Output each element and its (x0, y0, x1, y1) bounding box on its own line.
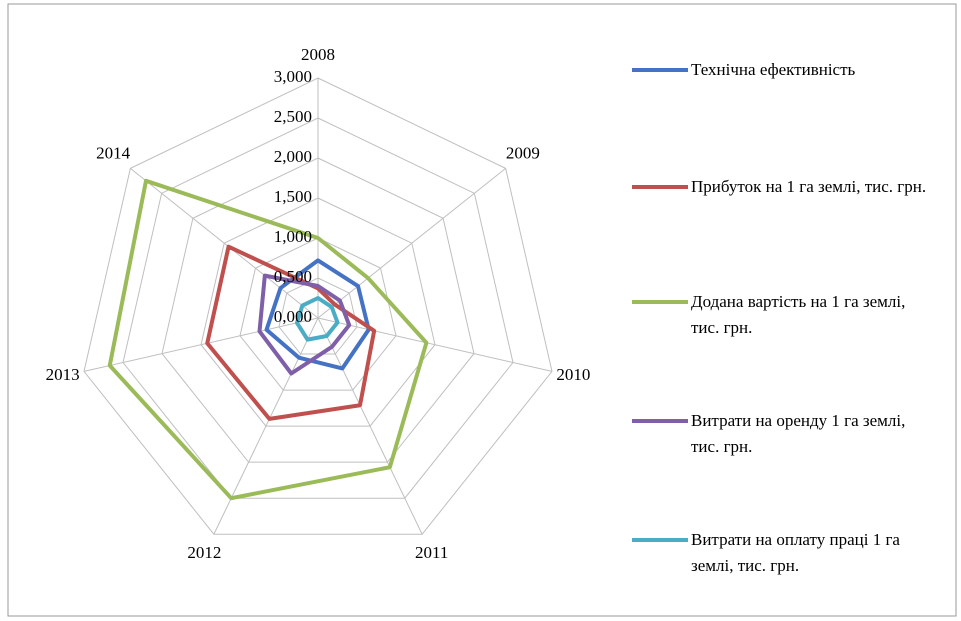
series-line (257, 273, 352, 376)
y-tick-label: 0,000 (274, 307, 312, 326)
category-label: 2009 (506, 144, 540, 163)
chart-frame (7, 3, 957, 617)
spoke (317, 317, 423, 535)
y-tick-label: 1,000 (274, 227, 312, 246)
legend-item: Прибуток на 1 га землі, тис. грн. (632, 174, 932, 200)
legend-swatch (632, 300, 688, 304)
legend-label: Технічна ефективність (691, 60, 856, 79)
legend-swatch (632, 68, 688, 72)
category-label: 2012 (187, 543, 221, 562)
y-tick-label: 1,500 (274, 187, 312, 206)
spoke (317, 317, 553, 372)
category-label: 2011 (415, 543, 448, 562)
grid-line (161, 157, 475, 463)
legend-label: Витрати на оплату праці 1 га землі, тис.… (691, 530, 900, 575)
legend-label: Прибуток на 1 га землі, тис. грн. (691, 177, 927, 196)
y-tick-label: 2,000 (274, 147, 312, 166)
category-label: 2013 (46, 365, 80, 384)
spoke (130, 167, 319, 319)
legend-item: Витрати на оренду 1 га землі, тис. грн. (632, 408, 932, 460)
grid-line (239, 237, 397, 391)
legend-item: Додана вартість на 1 га землі, тис. грн. (632, 289, 932, 341)
legend-item: Технічна ефективність (632, 57, 932, 83)
series-line (294, 296, 340, 342)
grid-line (122, 117, 514, 499)
y-tick-label: 0,500 (274, 267, 312, 286)
category-label: 2008 (301, 45, 335, 64)
spoke (83, 317, 319, 372)
series-line (264, 258, 371, 371)
category-label: 2010 (556, 365, 590, 384)
category-label: 2014 (96, 144, 131, 163)
legend-label: Додана вартість на 1 га землі, тис. грн. (691, 292, 906, 337)
grid-line (200, 197, 436, 427)
legend-label: Витрати на оренду 1 га землі, тис. грн. (691, 411, 906, 456)
legend-swatch (632, 538, 688, 542)
legend-swatch (632, 419, 688, 423)
y-tick-label: 3,000 (274, 67, 312, 86)
grid-line (83, 77, 553, 535)
legend-item: Витрати на оплату праці 1 га землі, тис.… (632, 527, 932, 579)
spoke (317, 167, 506, 319)
y-tick-label: 2,500 (274, 107, 312, 126)
legend-swatch (632, 185, 688, 189)
series-line (107, 178, 429, 501)
